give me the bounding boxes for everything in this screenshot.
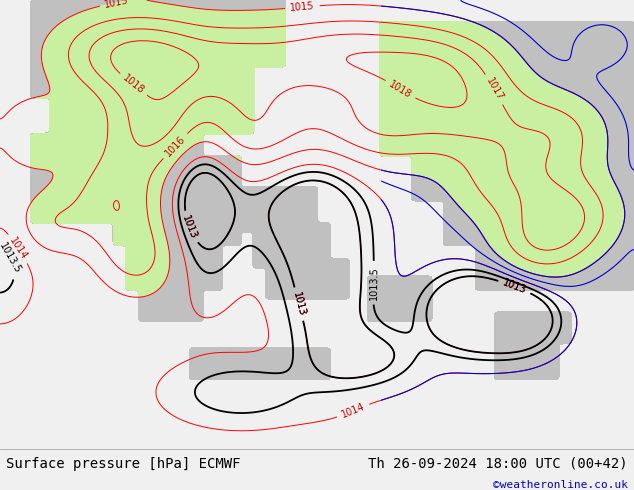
Text: 1015: 1015 [104, 0, 130, 10]
Text: 1013: 1013 [501, 277, 527, 295]
Text: 1015: 1015 [290, 1, 315, 13]
Text: ©weatheronline.co.uk: ©weatheronline.co.uk [493, 480, 628, 490]
Text: 1013: 1013 [291, 291, 307, 317]
Text: 1014: 1014 [8, 236, 29, 262]
Text: 1018: 1018 [120, 73, 146, 96]
Text: 1013: 1013 [181, 214, 199, 241]
Text: 1013: 1013 [181, 214, 199, 241]
Text: 1013: 1013 [291, 291, 307, 317]
Text: 1013.5: 1013.5 [368, 266, 379, 299]
Text: 1018: 1018 [387, 79, 413, 100]
Text: 1017: 1017 [484, 76, 505, 102]
Text: Th 26-09-2024 18:00 UTC (00+42): Th 26-09-2024 18:00 UTC (00+42) [368, 457, 628, 470]
Text: 1013.5: 1013.5 [0, 241, 23, 275]
Text: 1014: 1014 [340, 401, 366, 420]
Text: 1016: 1016 [163, 134, 188, 158]
Text: Surface pressure [hPa] ECMWF: Surface pressure [hPa] ECMWF [6, 457, 241, 470]
Text: 1013: 1013 [501, 277, 527, 295]
